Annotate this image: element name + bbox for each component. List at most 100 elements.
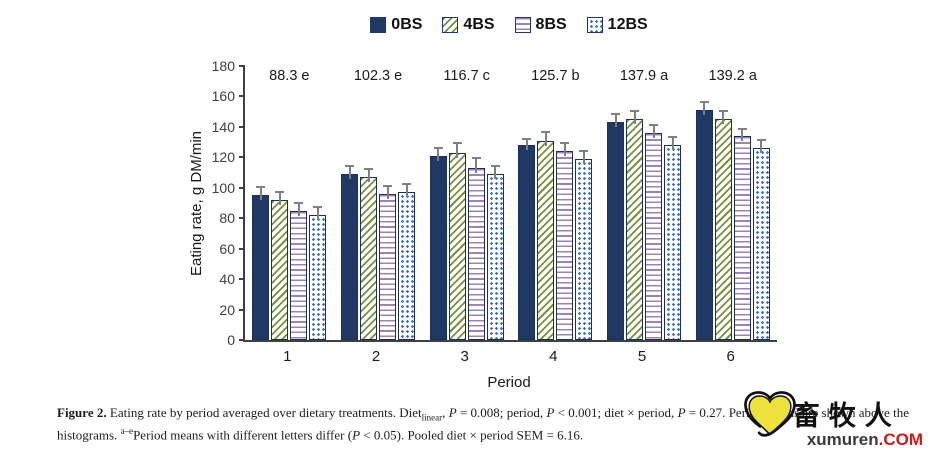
bar-fill (733, 136, 751, 340)
y-tick-label: 180 (211, 58, 235, 74)
error-bar-cap (275, 190, 285, 193)
bar-0BS-period-6 (695, 101, 713, 340)
error-bar-line (633, 110, 636, 125)
legend-swatch-hlines-icon (514, 17, 531, 33)
y-tick-mark (239, 186, 245, 189)
error-bar-line (278, 190, 281, 205)
bar-12BS-period-1 (309, 206, 327, 340)
error-bar-line (259, 186, 262, 201)
bar-4BS-period-4 (537, 131, 555, 340)
error-bar-line (316, 206, 319, 221)
caption-text: a–e (120, 425, 134, 436)
error-bar-cap (471, 157, 481, 160)
error-bar-cap (383, 184, 392, 187)
period-mean-annotation: 116.7 c (443, 68, 490, 84)
bar-fill (695, 110, 713, 340)
caption-text: linear (421, 412, 443, 423)
x-axis-tick-labels: 1 2 3 4 5 6 (243, 348, 775, 365)
bar-group-period-6 (688, 66, 777, 340)
caption-text: Period means with different letters diff… (133, 426, 353, 442)
error-bar-cap (630, 110, 640, 113)
bar-fill (398, 192, 415, 340)
error-bar-line (386, 184, 389, 199)
error-bar-line (494, 164, 497, 180)
error-bar-line (722, 110, 725, 125)
bar-4BS-period-2 (360, 168, 377, 340)
bar-8BS-period-3 (467, 157, 485, 340)
error-bar-line (367, 168, 370, 183)
bar-8BS-period-4 (556, 142, 574, 340)
figure-caption: Figure 2. Eating rate by period averaged… (57, 404, 909, 445)
bar-12BS-period-3 (486, 164, 504, 340)
x-tick-label: 4 (549, 348, 558, 365)
watermark-url: xumuren.COM (806, 430, 923, 449)
x-tick-label: 5 (637, 348, 647, 365)
y-tick-label: 160 (211, 88, 235, 105)
y-tick-label: 120 (211, 149, 235, 166)
caption-text: P (352, 426, 361, 442)
y-tick-mark (239, 278, 245, 281)
heart-icon (741, 390, 799, 448)
legend-label: 0BS (391, 16, 423, 33)
bar-group-period-3 (422, 66, 511, 340)
bar-12BS-period-6 (752, 139, 770, 340)
legend-swatch-dots-icon (586, 17, 603, 33)
bar-fill (518, 145, 536, 340)
error-bar-line (297, 201, 300, 216)
bar-8BS-period-2 (379, 184, 396, 340)
bar-fill (448, 152, 466, 340)
error-bar-cap (668, 136, 678, 139)
bar-0BS-period-3 (429, 146, 447, 340)
error-bar-cap (256, 186, 266, 189)
bar-fill (429, 155, 447, 340)
bar-4BS-period-5 (626, 110, 644, 340)
bar-fill (252, 195, 270, 340)
bar-fill (290, 210, 308, 340)
error-bar-line (563, 142, 566, 157)
y-tick-label: 100 (211, 179, 235, 196)
y-tick-mark (239, 339, 245, 341)
error-bar-line (652, 123, 655, 138)
y-tick-mark (239, 217, 245, 220)
error-bar-cap (345, 164, 354, 167)
bar-fill (271, 199, 289, 340)
legend-swatch-diagonal-icon (442, 17, 459, 33)
bar-fill (379, 193, 396, 340)
bar-group-period-4 (511, 66, 600, 340)
legend-label: 8BS (535, 16, 567, 33)
caption-text: Eating rate by period averaged over diet… (106, 405, 422, 420)
y-axis-title: Eating rate, g DM/min (188, 130, 206, 276)
error-bar-cap (560, 142, 570, 145)
legend-item-8BS: 8BS (514, 16, 567, 34)
bar-fill (645, 132, 663, 340)
bar-fill (556, 151, 574, 340)
error-bar-cap (649, 123, 659, 126)
bar-12BS-period-2 (398, 183, 415, 340)
error-bar-cap (364, 168, 373, 170)
y-tick-label: 40 (219, 271, 235, 288)
bar-fill (537, 140, 555, 340)
bar-0BS-period-4 (518, 137, 536, 340)
error-bar-cap (490, 164, 500, 167)
error-bar-cap (294, 201, 304, 204)
bar-fill (360, 177, 377, 340)
bar-group-period-5 (600, 66, 689, 340)
y-tick-mark (239, 156, 245, 159)
group-mean-annotations: 88.3 e 102.3 e 116.7 c 125.7 b 137.9 a 139.2 … (245, 68, 777, 84)
x-tick-label: 6 (726, 348, 735, 365)
y-tick-mark (239, 95, 245, 98)
caption-text: < 0.001; diet × period, (554, 405, 678, 420)
caption-text: , (442, 405, 449, 420)
caption-text: Figure 2. (57, 405, 107, 420)
caption-text: P (448, 405, 457, 420)
error-bar-cap (402, 183, 411, 186)
error-bar-cap (313, 206, 323, 209)
bar-4BS-period-1 (271, 190, 289, 340)
bar-fill (467, 168, 485, 340)
error-bar-cap (579, 149, 589, 152)
error-bar-line (703, 101, 706, 116)
error-bar-line (671, 136, 674, 151)
y-tick-mark (239, 308, 245, 311)
bar-8BS-period-5 (645, 123, 663, 340)
